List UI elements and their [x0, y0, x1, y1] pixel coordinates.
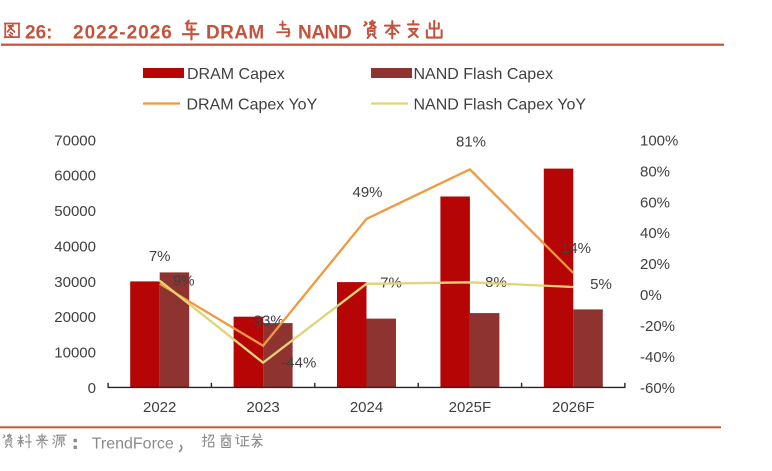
svg-text:-20%: -20% — [640, 318, 675, 335]
svg-text:2025F: 2025F — [449, 399, 492, 416]
svg-text:80%: 80% — [640, 163, 670, 180]
svg-text:2023: 2023 — [246, 399, 279, 416]
svg-text:26:: 26: — [25, 23, 52, 44]
svg-text:14%: 14% — [561, 240, 591, 257]
svg-text:-33%: -33% — [249, 312, 284, 329]
svg-text:50000: 50000 — [54, 203, 96, 220]
svg-text:2022-2026: 2022-2026 — [73, 23, 173, 44]
svg-text:DRAM: DRAM — [206, 23, 265, 44]
svg-text:0: 0 — [88, 380, 96, 397]
svg-text:-60%: -60% — [640, 380, 675, 397]
svg-text:7%: 7% — [149, 248, 171, 265]
svg-text:0%: 0% — [640, 287, 662, 304]
svg-text:10000: 10000 — [54, 345, 96, 362]
svg-text:30000: 30000 — [54, 274, 96, 291]
svg-text:49%: 49% — [352, 184, 382, 201]
svg-text:40%: 40% — [640, 225, 670, 242]
svg-text:20000: 20000 — [54, 309, 96, 326]
svg-text:100%: 100% — [640, 132, 678, 149]
svg-text:TrendForce: TrendForce — [92, 435, 174, 452]
svg-text:DRAM Capex: DRAM Capex — [187, 66, 285, 83]
svg-text:20%: 20% — [640, 256, 670, 273]
svg-text:2026F: 2026F — [552, 399, 595, 416]
svg-text:-40%: -40% — [640, 349, 675, 366]
svg-text:NAND: NAND — [298, 23, 351, 44]
svg-text:-44%: -44% — [281, 354, 316, 371]
svg-text:2024: 2024 — [350, 399, 383, 416]
svg-text:60%: 60% — [640, 194, 670, 211]
svg-text:60000: 60000 — [54, 168, 96, 185]
svg-text:9%: 9% — [173, 273, 195, 290]
svg-text:5%: 5% — [590, 276, 612, 293]
svg-text:DRAM Capex YoY: DRAM Capex YoY — [187, 96, 318, 113]
svg-text:NAND Flash Capex YoY: NAND Flash Capex YoY — [414, 96, 587, 113]
svg-text:NAND Flash Capex: NAND Flash Capex — [414, 66, 554, 83]
svg-text:70000: 70000 — [54, 132, 96, 149]
svg-text:2022: 2022 — [143, 399, 176, 416]
svg-text:81%: 81% — [456, 133, 486, 150]
svg-text:40000: 40000 — [54, 238, 96, 255]
